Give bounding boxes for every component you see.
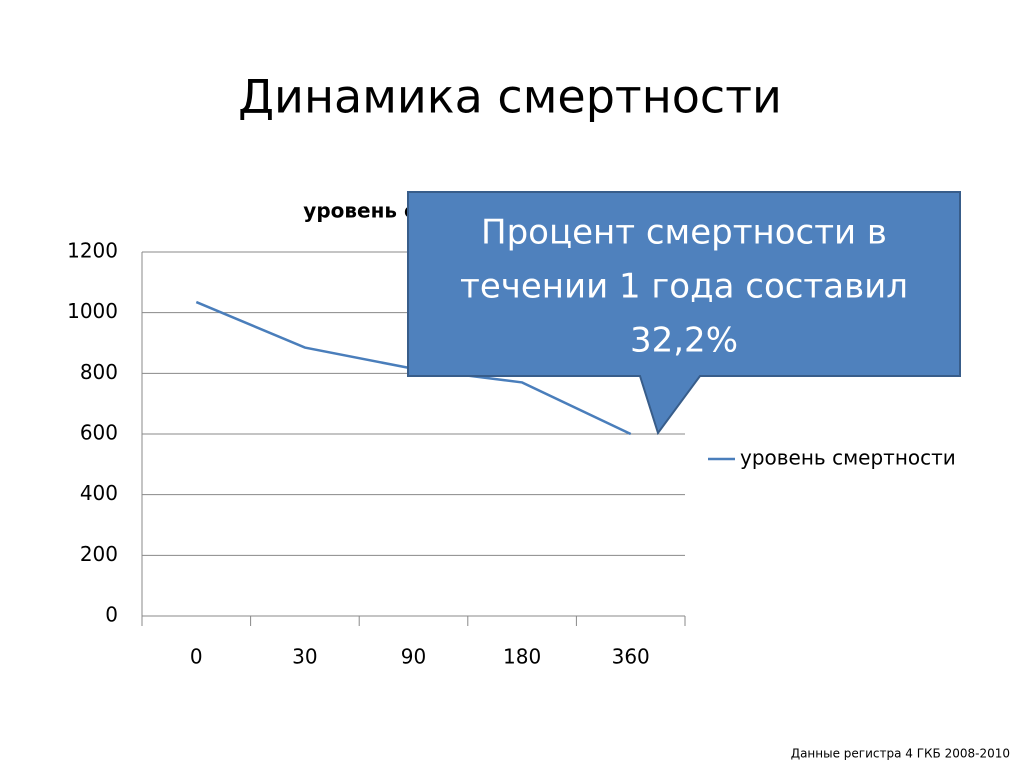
- y-tick-label: 1200: [67, 239, 118, 263]
- y-tick-label: 1000: [67, 299, 118, 323]
- slide-title: Динамика смертности: [238, 70, 782, 124]
- callout-box: [407, 191, 961, 436]
- y-tick-label: 0: [105, 603, 118, 627]
- callout-text: 32,2%: [630, 321, 738, 361]
- x-tick-label: 180: [503, 645, 541, 669]
- x-tick-label: 30: [292, 645, 317, 669]
- callout-text: Процент смертности в: [481, 213, 887, 253]
- footer: Данные регистра 4 ГКБ 2008-2010: [791, 747, 1010, 761]
- legend-label: уровень смертности: [740, 446, 956, 470]
- y-tick-label: 800: [80, 360, 118, 384]
- callout-text: течении 1 года составил: [460, 267, 908, 307]
- y-tick-label: 200: [80, 542, 118, 566]
- x-tick-label: 360: [612, 645, 650, 669]
- x-tick-label: 90: [401, 645, 426, 669]
- callout: Процент смертности в течении 1 года соста…: [407, 191, 961, 436]
- y-tick-label: 400: [80, 481, 118, 505]
- x-tick-label: 0: [190, 645, 203, 669]
- y-tick-label: 600: [80, 421, 118, 445]
